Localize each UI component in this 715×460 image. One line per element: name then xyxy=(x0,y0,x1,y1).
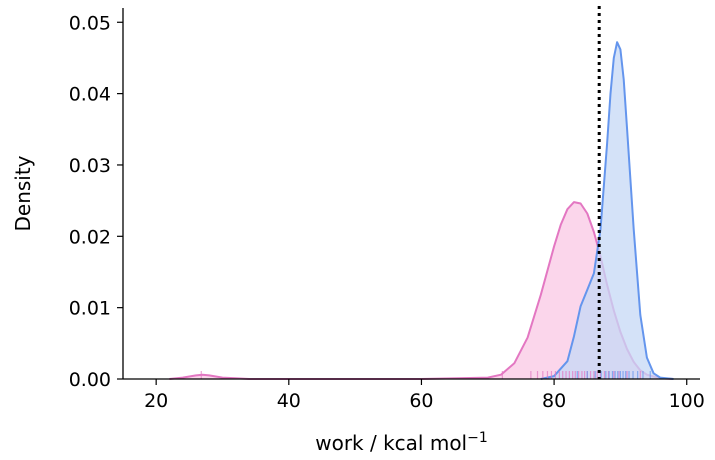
y-tick-label: 0.03 xyxy=(69,155,111,177)
density-fill-1 xyxy=(169,202,674,379)
y-tick-label: 0.04 xyxy=(69,84,111,106)
ticks: 20 40 60 80 100 0.00 0.01 0.02 0.03 0.04 0.05 xyxy=(69,12,705,412)
y-tick-label: 0.05 xyxy=(69,12,111,34)
x-axis-label-superscript: −1 xyxy=(467,430,488,446)
y-axis-label: Density xyxy=(11,155,35,231)
x-tick-label: 60 xyxy=(409,390,433,412)
y-tick-label: 0.01 xyxy=(69,298,111,320)
x-tick-label: 20 xyxy=(144,390,168,412)
x-tick-label: 80 xyxy=(542,390,566,412)
x-tick-label: 100 xyxy=(669,390,705,412)
plot-area xyxy=(169,6,674,380)
x-axis-label: work / kcal mol−1 xyxy=(315,430,488,455)
y-tick-label: 0.02 xyxy=(69,226,111,248)
density-line-2 xyxy=(540,41,674,380)
axes xyxy=(122,8,700,380)
y-tick-label: 0.00 xyxy=(69,369,111,391)
x-tick-label: 40 xyxy=(277,390,301,412)
x-axis-label-text: work / kcal mol xyxy=(315,431,467,455)
density-fill-2 xyxy=(540,42,674,379)
